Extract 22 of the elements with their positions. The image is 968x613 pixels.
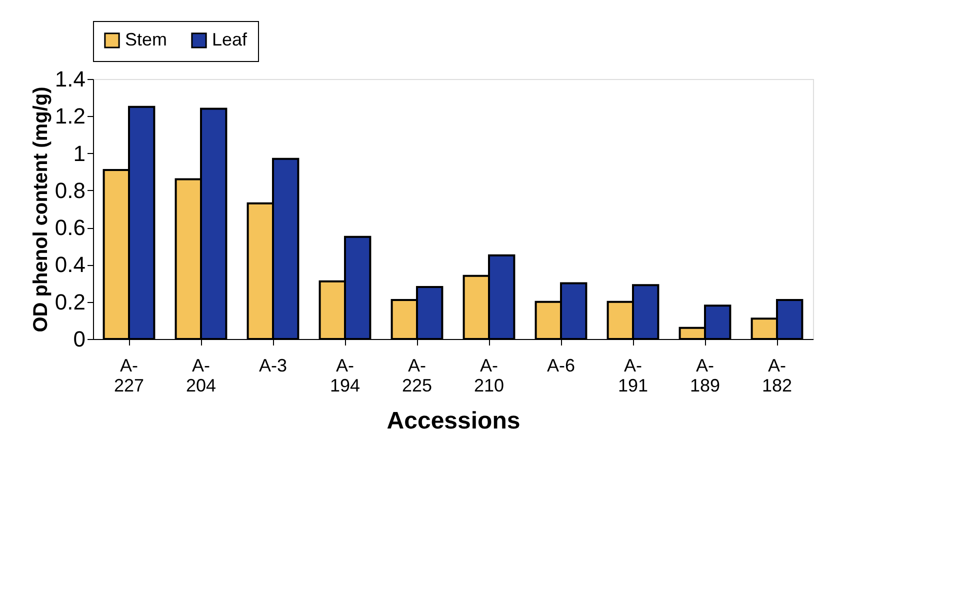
x-tick-label: A-227 [114, 356, 144, 396]
y-axis-title: OD phenol content (mg/g) [30, 86, 52, 332]
y-tick-label: 0.2 [54, 289, 86, 314]
y-tick-label: 0.6 [54, 215, 86, 240]
y-tick-label: 0.4 [54, 252, 86, 278]
x-tick-label: A-189 [690, 356, 720, 396]
x-axis-title: Accessions [386, 408, 520, 434]
legend-label: Leaf [212, 29, 248, 50]
y-tick-label: 1.4 [54, 66, 86, 92]
y-tick-label: 1.2 [54, 104, 86, 129]
x-tick-label: A-194 [330, 356, 360, 396]
x-tick-label: A-225 [402, 356, 432, 396]
x-tick-label: A-3 [258, 356, 288, 376]
legend-label: Stem [125, 29, 168, 50]
x-tick-label: A-6 [546, 356, 576, 376]
x-tick-label: A-204 [186, 356, 216, 396]
x-tick-label: A-210 [474, 356, 504, 396]
x-tick-label: A-182 [762, 356, 792, 396]
x-tick-label: A-191 [618, 356, 648, 396]
y-tick-label: 0.8 [54, 178, 86, 203]
y-tick-label: 0 [73, 326, 86, 352]
y-tick-label: 1 [73, 140, 86, 166]
